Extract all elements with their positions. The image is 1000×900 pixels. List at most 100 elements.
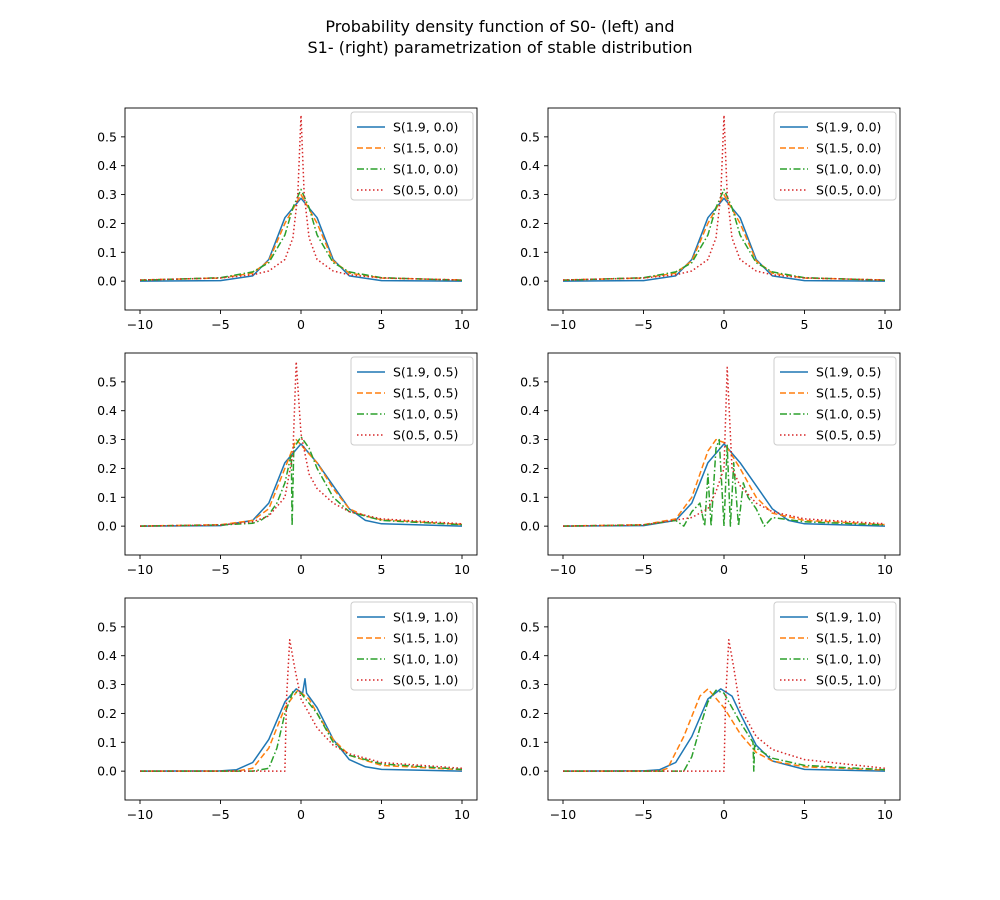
y-tick-label: 0.3 — [97, 677, 117, 692]
legend-label: S(1.5, 1.0) — [393, 631, 458, 646]
y-tick-label: 0.0 — [97, 519, 117, 534]
subplot-5: 0.00.10.20.30.40.5−10 −5 0 5 10S(1.9, 1.0)S(… — [97, 597, 478, 822]
y-tick-label: 0.2 — [97, 461, 117, 476]
x-tick-label: 5 — [378, 562, 386, 577]
legend-label: S(1.0, 1.0) — [816, 652, 881, 667]
series-line-2 — [562, 193, 886, 281]
legend-label: S(1.5, 0.0) — [816, 141, 881, 156]
legend-label: S(1.5, 1.0) — [816, 631, 881, 646]
x-tick-label: −10 — [550, 807, 576, 822]
x-tick-label: 0 — [720, 317, 728, 332]
y-tick-label: 0.0 — [97, 764, 117, 779]
x-tick-label: 10 — [877, 317, 893, 332]
x-tick-label: −5 — [211, 317, 229, 332]
subplot-3: 0.00.10.20.30.40.5−10 −5 0 5 10S(1.9, 0.5)S(… — [97, 352, 478, 577]
y-tick-label: 0.2 — [520, 706, 540, 721]
series-line-1 — [562, 443, 886, 527]
x-tick-label: −10 — [127, 562, 153, 577]
legend-label: S(1.9, 1.0) — [393, 610, 458, 625]
x-tick-label: 0 — [720, 562, 728, 577]
legend-label: S(1.0, 0.0) — [393, 162, 458, 177]
series-line-2 — [140, 689, 463, 772]
legend: S(1.9, 0.5) S(1.5, 0.5) S(1.0, 0.5) S(0.5, … — [773, 356, 897, 446]
subplot-1: 0.00.10.20.30.40.5−10 −5 0 5 10S(1.9, 0.0)S(… — [97, 107, 478, 332]
y-tick-label: 0.4 — [97, 158, 117, 173]
x-tick-label: −5 — [634, 807, 652, 822]
series-line-2 — [139, 193, 463, 281]
y-tick-label: 0.1 — [97, 245, 117, 260]
legend-label: S(1.9, 1.0) — [816, 610, 881, 625]
y-tick-label: 0.0 — [520, 274, 540, 289]
y-tick-label: 0.5 — [97, 619, 117, 634]
y-tick-label: 0.3 — [97, 187, 117, 202]
y-tick-label: 0.5 — [97, 374, 117, 389]
legend-label: S(0.5, 0.5) — [816, 428, 881, 443]
series-line-3 — [139, 435, 463, 527]
legend-box — [350, 601, 474, 691]
series-line-1 — [562, 197, 886, 282]
legend-label: S(1.5, 0.5) — [393, 386, 458, 401]
series-line-4 — [562, 366, 886, 527]
legend-label: S(0.5, 0.0) — [816, 183, 881, 198]
figure-title-line-1: Probability density function of S0- (lef… — [325, 17, 675, 36]
y-tick-label: 0.0 — [520, 519, 540, 534]
legend-label: S(0.5, 1.0) — [816, 673, 881, 688]
series-line-4 — [140, 639, 463, 772]
series-line-4 — [563, 639, 886, 772]
y-tick-label: 0.1 — [520, 735, 540, 750]
y-tick-label: 0.3 — [520, 187, 540, 202]
x-tick-label: 0 — [297, 317, 305, 332]
x-tick-label: 5 — [801, 317, 809, 332]
series-line-1 — [139, 197, 463, 282]
y-tick-label: 0.0 — [97, 274, 117, 289]
legend-label: S(1.0, 0.5) — [393, 407, 458, 422]
y-tick-label: 0.2 — [97, 216, 117, 231]
x-tick-label: −10 — [127, 807, 153, 822]
y-tick-label: 0.4 — [520, 648, 540, 663]
x-tick-label: −5 — [211, 807, 229, 822]
x-tick-label: 5 — [801, 807, 809, 822]
y-tick-label: 0.0 — [520, 764, 540, 779]
y-tick-label: 0.4 — [97, 648, 117, 663]
x-tick-label: 10 — [454, 807, 470, 822]
legend-label: S(0.5, 0.5) — [393, 428, 458, 443]
y-tick-label: 0.1 — [520, 245, 540, 260]
legend-box — [350, 111, 474, 201]
y-tick-label: 0.1 — [97, 735, 117, 750]
x-tick-label: −5 — [211, 562, 229, 577]
legend: S(1.9, 1.0) S(1.5, 1.0) S(1.0, 1.0) S(0.5, … — [350, 601, 474, 691]
y-tick-label: 0.4 — [520, 158, 540, 173]
legend-label: S(1.9, 0.5) — [393, 365, 458, 380]
series-line-1 — [139, 678, 463, 772]
plot-lines — [562, 639, 886, 772]
x-tick-label: 0 — [297, 562, 305, 577]
plot-lines — [139, 114, 463, 282]
y-tick-label: 0.5 — [520, 374, 540, 389]
series-line-3 — [562, 438, 886, 527]
plot-lines — [562, 114, 886, 282]
series-line-4 — [139, 114, 463, 281]
plot-lines — [139, 360, 463, 527]
x-tick-label: 5 — [801, 562, 809, 577]
legend-label: S(0.5, 1.0) — [393, 673, 458, 688]
x-tick-label: −10 — [550, 317, 576, 332]
legend: S(1.9, 1.0) S(1.5, 1.0) S(1.0, 1.0) S(0.5, … — [773, 601, 897, 691]
subplot-4: 0.00.10.20.30.40.5−10 −5 0 5 10S(1.9, 0.5)S(… — [520, 352, 901, 577]
x-tick-label: −10 — [127, 317, 153, 332]
y-tick-label: 0.5 — [520, 619, 540, 634]
y-tick-label: 0.2 — [520, 461, 540, 476]
legend-box — [350, 356, 474, 446]
legend-label: S(1.0, 0.5) — [816, 407, 881, 422]
figure-title-line-2: S1- (right) parametrization of stable di… — [307, 38, 693, 57]
y-tick-label: 0.3 — [520, 432, 540, 447]
series-line-3 — [139, 188, 463, 282]
series-line-1 — [139, 443, 463, 527]
legend-label: S(1.5, 0.5) — [816, 386, 881, 401]
legend: S(1.9, 0.0) S(1.5, 0.0) S(1.0, 0.0) S(0.5, … — [773, 111, 897, 201]
y-tick-label: 0.3 — [520, 677, 540, 692]
series-line-2 — [563, 688, 886, 772]
y-tick-label: 0.2 — [520, 216, 540, 231]
y-tick-label: 0.4 — [520, 403, 540, 418]
x-tick-label: 0 — [297, 807, 305, 822]
